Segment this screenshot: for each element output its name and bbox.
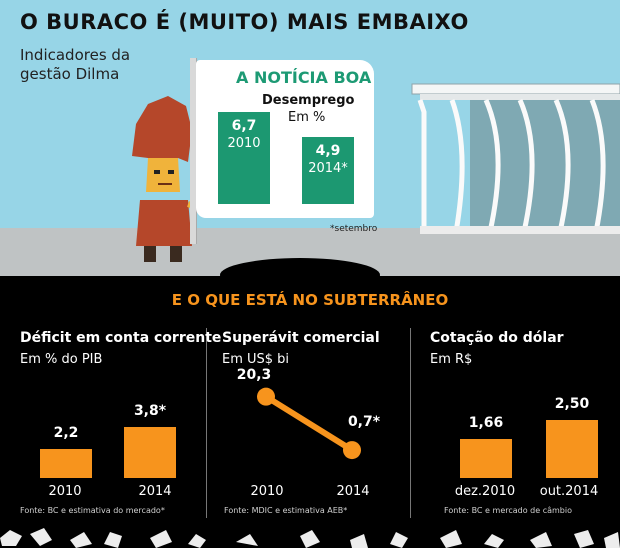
deficit-title: Déficit em conta corrente [20, 330, 222, 346]
surplus-label-2014: 2014 [336, 484, 370, 499]
flag-headline: A NOTÍCIA BOA [236, 68, 372, 87]
deficit-label-2010: 2010 [48, 484, 82, 499]
page-title: O BURACO É (MUITO) MAIS EMBAIXO [20, 10, 469, 34]
surplus-point-2014 [343, 441, 361, 460]
planalto-palace-illustration [411, 83, 620, 234]
dollar-bar-2010 [460, 439, 512, 478]
unemployment-bar-2014 [302, 136, 354, 204]
surplus-series-line [263, 393, 355, 454]
panel-divider [206, 328, 207, 518]
surplus-point-2010 [257, 387, 275, 406]
unemployment-bar-2010 [218, 111, 270, 204]
surplus-value-2014: 0,7* [347, 414, 381, 431]
dollar-label-2010: dez.2010 [454, 484, 516, 499]
flag-footnote: *setembro [330, 224, 378, 234]
unemployment-label-2010: 2010 [227, 135, 261, 151]
page-subtitle: Indicadores da gestão Dilma [20, 46, 131, 83]
deficit-unit: Em % do PIB [20, 352, 103, 367]
dollar-value-2010: 1,66 [468, 415, 504, 432]
dollar-value-2014: 2,50 [554, 395, 590, 412]
deficit-value-2010: 2,2 [53, 424, 79, 441]
dollar-label-2014: out.2014 [539, 484, 599, 499]
dollar-title: Cotação do dólar [430, 330, 564, 346]
rubble-decoration [0, 528, 620, 548]
surplus-source: Fonte: MDIC e estimativa AEB* [224, 506, 348, 515]
deficit-bar-2014 [124, 427, 176, 478]
surplus-title: Superávit comercial [222, 330, 380, 346]
surplus-unit: Em US$ bi [222, 352, 290, 367]
surplus-line-chart [257, 387, 361, 460]
deficit-source: Fonte: BC e estimativa do mercado* [20, 506, 165, 515]
flag-unit: Em % [288, 110, 326, 125]
surplus-label-2010: 2010 [250, 484, 284, 499]
dollar-bar-2014 [546, 419, 598, 478]
unemployment-value-2010: 6,7 [231, 117, 257, 134]
underground-title: E O QUE ESTÁ NO SUBTERRÂNEO [171, 291, 449, 309]
deficit-bar-2010 [40, 448, 92, 478]
flag-indicator: Desemprego [262, 93, 355, 108]
dilma-caricature-illustration [132, 96, 201, 262]
deficit-value-2014: 3,8* [133, 403, 167, 420]
top-scene: O BURACO É (MUITO) MAIS EMBAIXO Indicado… [0, 0, 620, 276]
dollar-unit: Em R$ [430, 352, 473, 367]
surplus-value-2010: 20,3 [236, 366, 272, 383]
unemployment-label-2014: 2014* [308, 160, 348, 176]
dollar-source: Fonte: BC e mercado de câmbio [444, 506, 572, 515]
hole [220, 258, 380, 276]
unemployment-value-2014: 4,9 [315, 142, 341, 159]
panel-divider [410, 328, 411, 518]
deficit-label-2014: 2014 [138, 484, 172, 499]
